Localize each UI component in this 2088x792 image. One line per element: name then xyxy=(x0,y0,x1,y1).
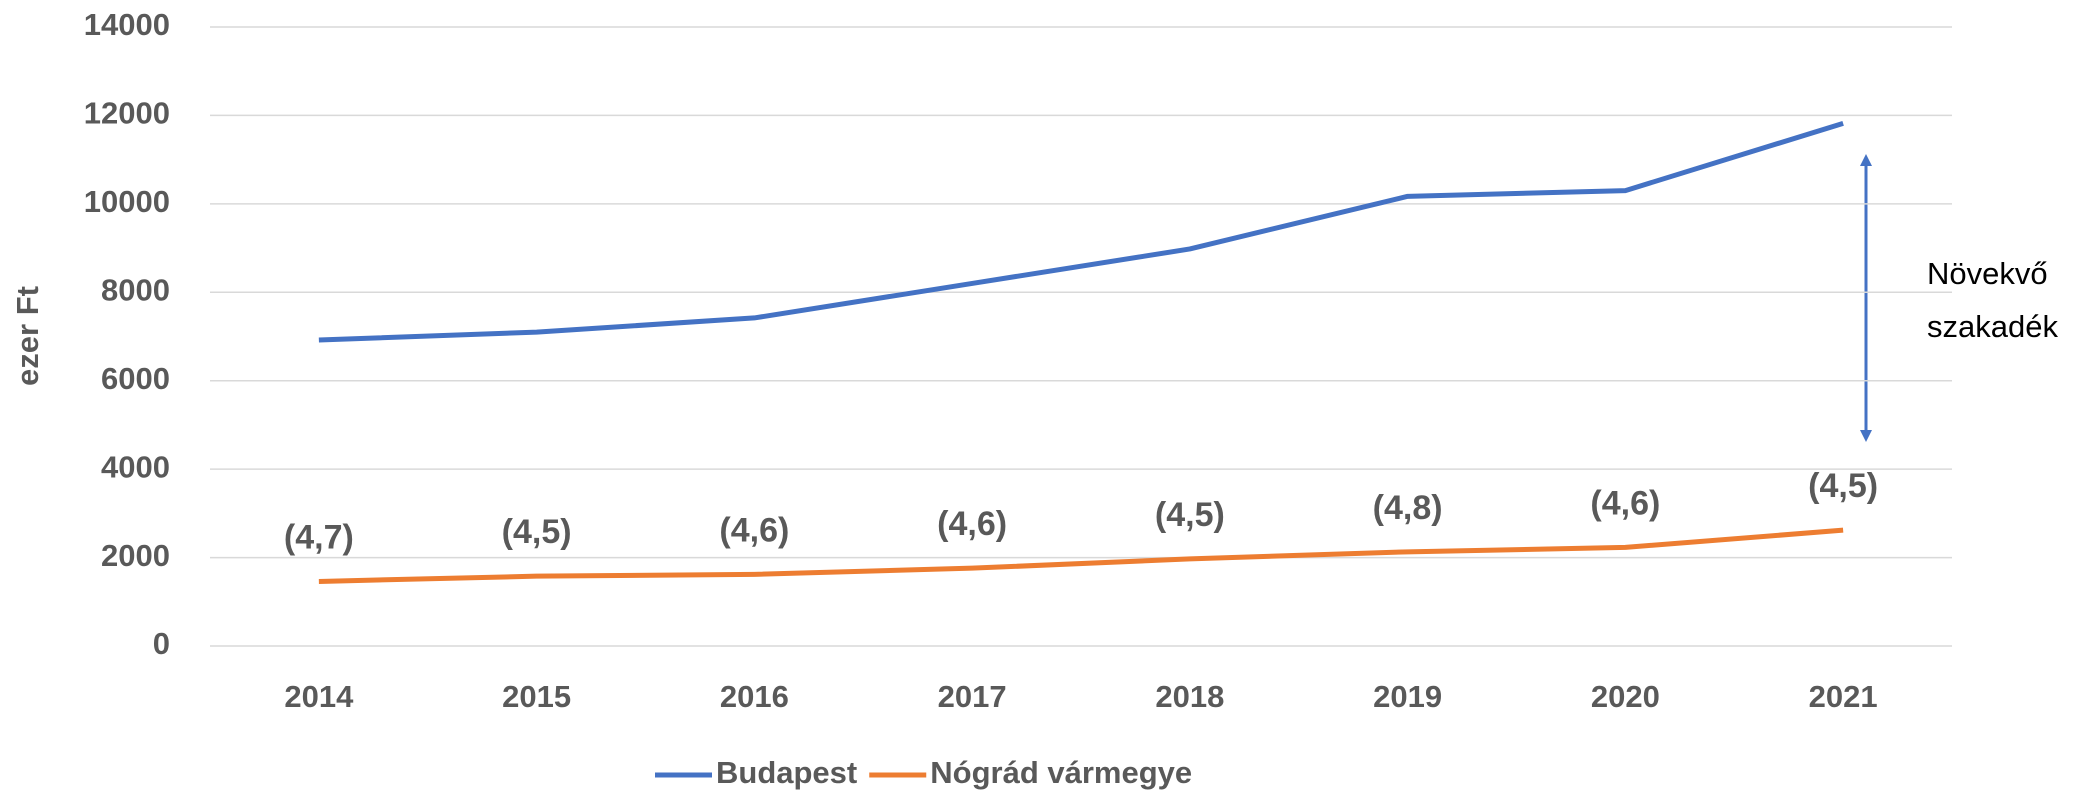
x-tick-label: 2020 xyxy=(1591,679,1660,714)
y-tick-label: 10000 xyxy=(84,184,170,219)
legend-label: Budapest xyxy=(716,755,857,790)
x-tick-label: 2016 xyxy=(720,679,789,714)
ratio-label: (4,5) xyxy=(502,513,572,551)
x-tick-label: 2018 xyxy=(1155,679,1224,714)
ratio-label: (4,5) xyxy=(1155,496,1225,534)
x-tick-label: 2014 xyxy=(284,679,354,714)
ratio-label: (4,6) xyxy=(937,505,1007,543)
y-tick-label: 8000 xyxy=(101,272,170,307)
annotation-text: szakadék xyxy=(1927,309,2058,344)
x-tick-label: 2017 xyxy=(938,679,1007,714)
y-axis-title: ezer Ft xyxy=(10,286,45,386)
y-tick-label: 12000 xyxy=(84,96,170,131)
y-tick-label: 2000 xyxy=(101,538,170,573)
data-line xyxy=(318,527,1844,584)
y-tick-label: 14000 xyxy=(84,7,170,42)
x-tick-label: 2019 xyxy=(1373,679,1442,714)
y-tick-label: 0 xyxy=(153,626,170,661)
x-tick-label: 2015 xyxy=(502,679,571,714)
data-line xyxy=(318,120,1844,343)
y-tick-label: 4000 xyxy=(101,449,170,484)
annotation-text: Növekvő xyxy=(1927,256,2048,291)
ratio-label: (4,5) xyxy=(1808,467,1878,505)
y-tick-label: 6000 xyxy=(101,361,170,396)
ratio-label: (4,7) xyxy=(284,518,354,556)
ratio-label: (4,6) xyxy=(719,511,789,549)
legend-label: Nógrád vármegye xyxy=(930,755,1192,790)
x-tick-label: 2021 xyxy=(1809,679,1878,714)
ratio-label: (4,8) xyxy=(1373,489,1443,527)
ratio-label: (4,6) xyxy=(1590,484,1660,522)
